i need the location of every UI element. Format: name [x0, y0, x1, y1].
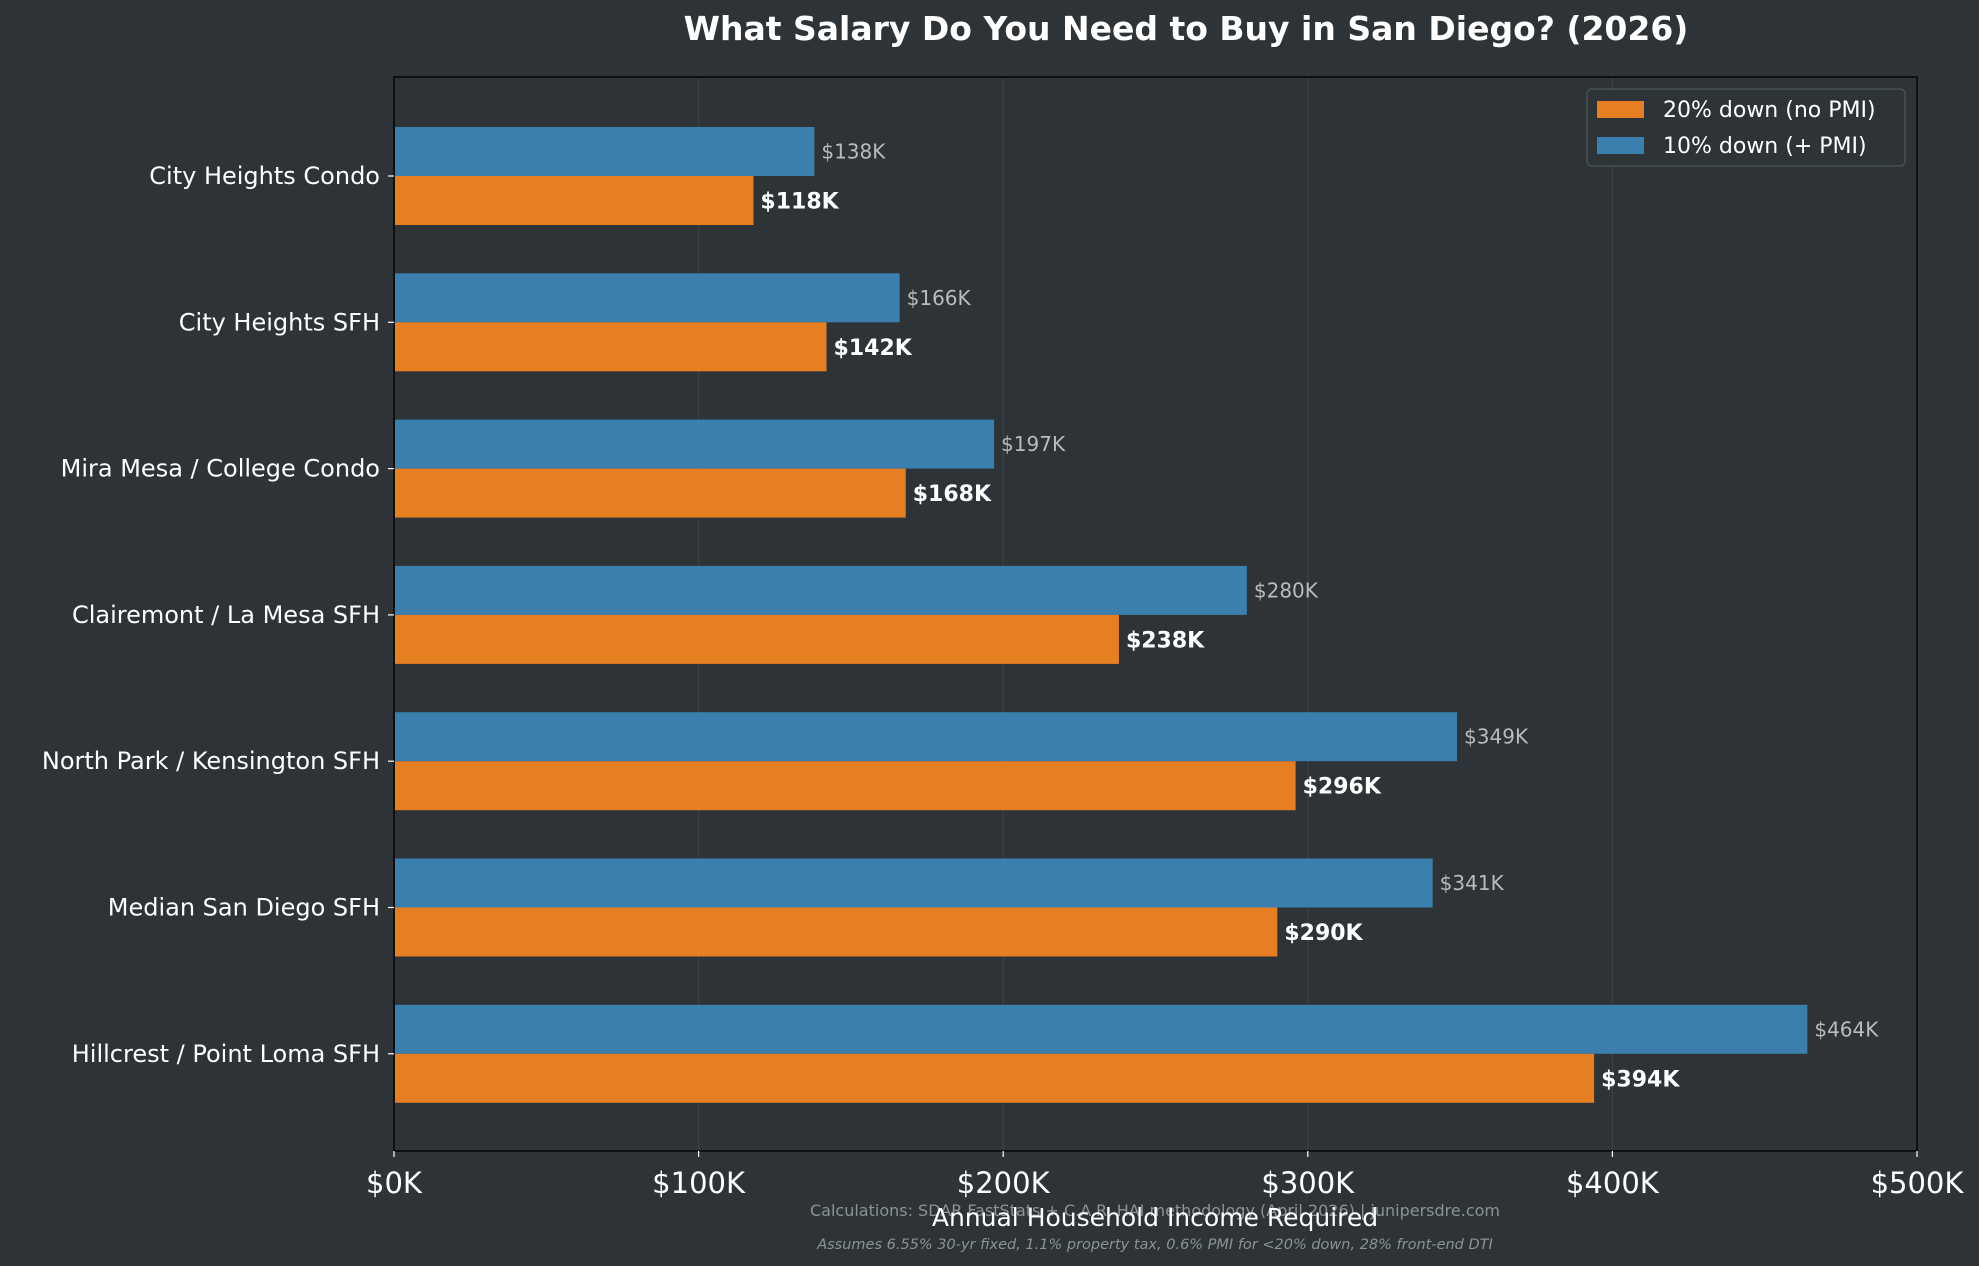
y-category-label: Mira Mesa / College Condo: [61, 455, 380, 483]
x-tick-label: $500K: [1871, 1166, 1965, 1200]
value-label-10-down: $197K: [1001, 432, 1066, 456]
legend-swatch-20-down: [1597, 101, 1644, 118]
bar-20-down: [394, 468, 906, 518]
footnote-assumptions: Assumes 6.55% 30-yr fixed, 1.1% property…: [816, 1237, 1493, 1253]
legend-label-10-down: 10% down (+ PMI): [1663, 134, 1867, 159]
x-tick-label: $0K: [366, 1166, 423, 1200]
y-category-label: Hillcrest / Point Loma SFH: [72, 1040, 380, 1068]
y-category-label: North Park / Kensington SFH: [42, 747, 380, 775]
x-tick-label: $400K: [1566, 1166, 1660, 1200]
footnote-source: Calculations: SDAR FastStats + C.A.R. HA…: [810, 1201, 1500, 1220]
bar-20-down: [394, 1053, 1595, 1103]
legend-label-20-down: 20% down (no PMI): [1663, 98, 1876, 123]
y-category-label: Median San Diego SFH: [108, 894, 380, 922]
y-category-label: City Heights SFH: [179, 308, 380, 336]
value-label-10-down: $280K: [1254, 578, 1319, 602]
value-label-20-down: $118K: [760, 190, 839, 215]
value-label-20-down: $238K: [1126, 628, 1205, 653]
plot-frame: [393, 76, 1918, 1152]
x-tick-label: $300K: [1261, 1166, 1355, 1200]
x-tick-label: $200K: [957, 1166, 1051, 1200]
bar-10-down: [394, 273, 900, 323]
value-label-10-down: $341K: [1440, 871, 1505, 895]
bar-10-down: [394, 127, 815, 176]
y-category-label: Clairemont / La Mesa SFH: [72, 601, 380, 629]
value-label-20-down: $168K: [913, 482, 992, 507]
y-category-label: City Heights Condo: [149, 162, 380, 190]
value-label-20-down: $142K: [834, 336, 913, 361]
value-label-10-down: $464K: [1814, 1017, 1879, 1041]
x-tick-label: $100K: [652, 1166, 746, 1200]
bar-10-down: [394, 565, 1247, 615]
chart-title: What Salary Do You Need to Buy in San Di…: [684, 9, 1689, 48]
value-label-20-down: $394K: [1601, 1067, 1680, 1092]
bar-10-down: [394, 419, 995, 469]
y-axis: City Heights Condo City Heights SFH Mira M…: [42, 162, 394, 1068]
bar-20-down: [394, 907, 1278, 957]
value-label-10-down: $166K: [907, 286, 972, 310]
legend: 20% down (no PMI) 10% down (+ PMI): [1586, 88, 1906, 167]
bar-20-down: [394, 761, 1296, 811]
x-axis: $0K $100K $200K $300K $400K $500K: [366, 1151, 1964, 1200]
value-label-10-down: $138K: [821, 140, 886, 164]
legend-swatch-10-down: [1597, 137, 1644, 154]
bar-20-down: [394, 176, 754, 225]
bar-20-down: [394, 322, 827, 372]
bars: [394, 127, 1808, 1103]
value-label-10-down: $349K: [1464, 725, 1529, 749]
value-labels: $138K $118K $166K $142K $197K $168K $280K $238K…: [760, 140, 1879, 1093]
bar-10-down: [394, 712, 1458, 762]
bar-10-down: [394, 1004, 1808, 1054]
bar-10-down: [394, 858, 1433, 908]
value-label-20-down: $296K: [1303, 775, 1382, 800]
legend-box: [1586, 88, 1906, 167]
value-label-20-down: $290K: [1284, 921, 1363, 946]
x-axis-label: Annual Household Income Required: [932, 1203, 1378, 1232]
bar-20-down: [394, 614, 1119, 664]
